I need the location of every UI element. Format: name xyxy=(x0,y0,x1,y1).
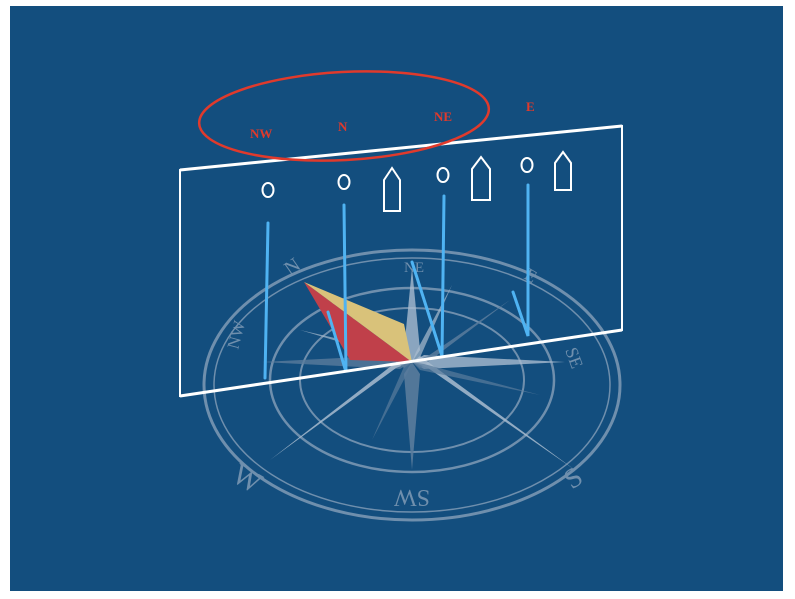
star-ray-sw xyxy=(270,356,412,460)
compass-label-e: E xyxy=(521,264,541,287)
star-ray-n xyxy=(404,268,420,362)
direction-label-n: N xyxy=(338,119,348,134)
panel-markers xyxy=(261,150,572,212)
star-ray-ese xyxy=(412,362,540,395)
panel-bottom-edge xyxy=(179,328,623,398)
star-ray-e xyxy=(412,355,565,369)
highlight-ellipse xyxy=(197,70,491,162)
direction-label-e: E xyxy=(526,99,535,114)
compass-label-se: SE xyxy=(561,345,587,372)
panel-top-edge xyxy=(179,124,623,172)
compass-label-w: W xyxy=(227,457,269,500)
marker-circle xyxy=(337,174,351,190)
outer-ring xyxy=(202,248,622,522)
marker-circle xyxy=(436,167,450,183)
panel xyxy=(179,124,623,398)
star-ray-s xyxy=(404,362,420,470)
marker-house xyxy=(471,155,491,201)
star-ray-ssw xyxy=(372,362,412,440)
direction-label-ne: NE xyxy=(434,109,452,124)
outer-ring-inner xyxy=(213,257,611,513)
pointer-yellow xyxy=(304,282,412,362)
compass-label-sw: SW xyxy=(394,484,430,510)
compass-label-n: N xyxy=(280,254,304,280)
diagram-canvas: N NE E SE S SW W NW NW N NE E xyxy=(10,6,783,591)
marker-house xyxy=(554,150,572,191)
marker-circle xyxy=(261,182,275,198)
direction-label-nw: NW xyxy=(250,126,272,141)
direction-labels: NW N NE E xyxy=(250,99,535,141)
compass-diagram: N NE E SE S SW W NW NW N NE E xyxy=(179,70,623,522)
drop-line-e xyxy=(511,183,530,337)
marker-circle xyxy=(520,157,534,173)
compass-label-s: S xyxy=(558,461,589,495)
drop-line-nw xyxy=(263,221,270,380)
marker-house xyxy=(383,166,401,212)
star-ray-ne xyxy=(412,300,510,368)
star-ray-se xyxy=(412,356,575,470)
